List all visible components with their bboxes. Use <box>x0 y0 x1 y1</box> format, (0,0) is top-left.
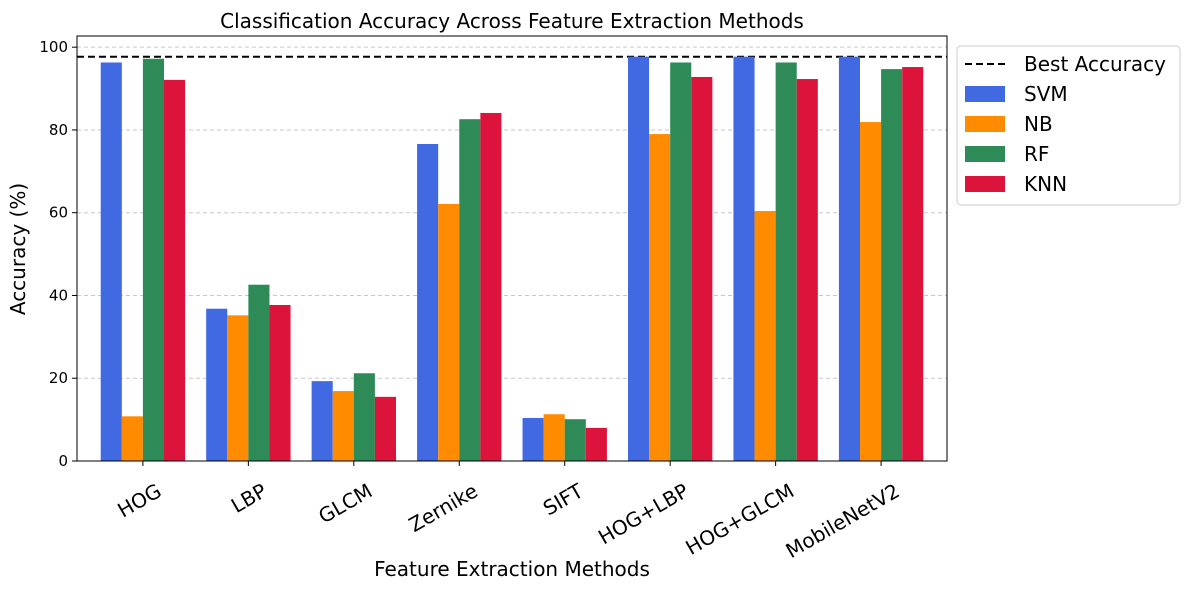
bar-rf-mobilenetv2 <box>881 69 903 461</box>
legend-rf-label: RF <box>1024 142 1049 166</box>
bar-nb-mobilenetv2 <box>860 122 882 461</box>
bar-nb-lbp <box>227 315 249 461</box>
bar-svm-hog <box>100 62 122 461</box>
legend-knn-swatch <box>965 176 1005 192</box>
bar-knn-hog <box>164 79 186 461</box>
legend: Best Accuracy SVM NB RF KNN <box>956 45 1181 206</box>
bar-knn-lbp <box>269 304 291 461</box>
bar-nb-zernike <box>438 204 460 462</box>
legend-box <box>956 45 1181 206</box>
y-tick-label: 60 <box>49 204 68 222</box>
bar-rf-lbp <box>248 284 270 461</box>
bar-nb-glcm <box>332 391 354 461</box>
bar-rf-hog-lbp <box>670 62 692 461</box>
x-tick-label: MobileNetV2 <box>781 479 903 563</box>
bar-svm-hog-glcm <box>733 56 755 461</box>
x-tick-label: GLCM <box>314 479 376 529</box>
legend-nb-label: NB <box>1024 112 1053 136</box>
legend-rf-swatch <box>965 146 1005 162</box>
bar-nb-hog-lbp <box>649 134 671 462</box>
y-axis: 0 20 40 60 80 100 <box>39 38 77 470</box>
bar-knn-hog-glcm <box>796 79 818 462</box>
bar-knn-hog-lbp <box>691 76 713 461</box>
x-tick-label: HOG <box>113 479 165 523</box>
bar-rf-hog-glcm <box>775 62 797 461</box>
x-tick-label: HOG+LBP <box>594 479 693 550</box>
bar-knn-zernike <box>480 112 502 461</box>
legend-best-accuracy-label: Best Accuracy <box>1024 52 1166 76</box>
y-tick-label: 20 <box>49 369 68 387</box>
bar-rf-hog <box>142 58 164 461</box>
bar-knn-sift <box>585 427 607 461</box>
bar-nb-hog-glcm <box>754 211 776 461</box>
y-tick-label: 100 <box>39 38 68 56</box>
bar-svm-mobilenetv2 <box>838 56 860 461</box>
chart-title: Classification Accuracy Across Feature E… <box>220 9 804 33</box>
bar-knn-glcm <box>374 396 396 461</box>
legend-svm-label: SVM <box>1024 82 1068 106</box>
x-tick-label: HOG+GLCM <box>681 479 798 560</box>
bar-rf-zernike <box>459 119 481 461</box>
y-axis-title: Accuracy (%) <box>6 183 30 315</box>
bar-rf-glcm <box>353 373 375 461</box>
y-tick-label: 40 <box>49 286 68 304</box>
y-tick-label: 0 <box>58 452 68 470</box>
bar-svm-lbp <box>206 308 228 461</box>
bar-knn-mobilenetv2 <box>902 67 924 462</box>
legend-svm-swatch <box>965 86 1005 102</box>
bar-svm-hog-lbp <box>628 56 650 461</box>
bar-rf-sift <box>564 419 586 461</box>
x-tick-label: Zernike <box>405 479 482 537</box>
bar-svm-sift <box>522 417 544 461</box>
bars-group <box>100 56 924 462</box>
bar-nb-sift <box>543 414 565 461</box>
x-axis-title: Feature Extraction Methods <box>374 557 650 581</box>
bar-svm-glcm <box>311 381 333 461</box>
legend-nb-swatch <box>965 116 1005 132</box>
bar-nb-hog <box>121 416 143 461</box>
y-tick-label: 80 <box>49 121 68 139</box>
legend-knn-label: KNN <box>1024 172 1067 196</box>
bar-svm-zernike <box>417 144 439 461</box>
x-axis: HOG LBP GLCM Zernike SIFT HOG+LBPHOG+GLCMMobi… <box>113 461 904 563</box>
x-tick-label: LBP <box>227 479 271 518</box>
plot-frame <box>76 35 948 462</box>
x-tick-label: SIFT <box>539 478 588 520</box>
